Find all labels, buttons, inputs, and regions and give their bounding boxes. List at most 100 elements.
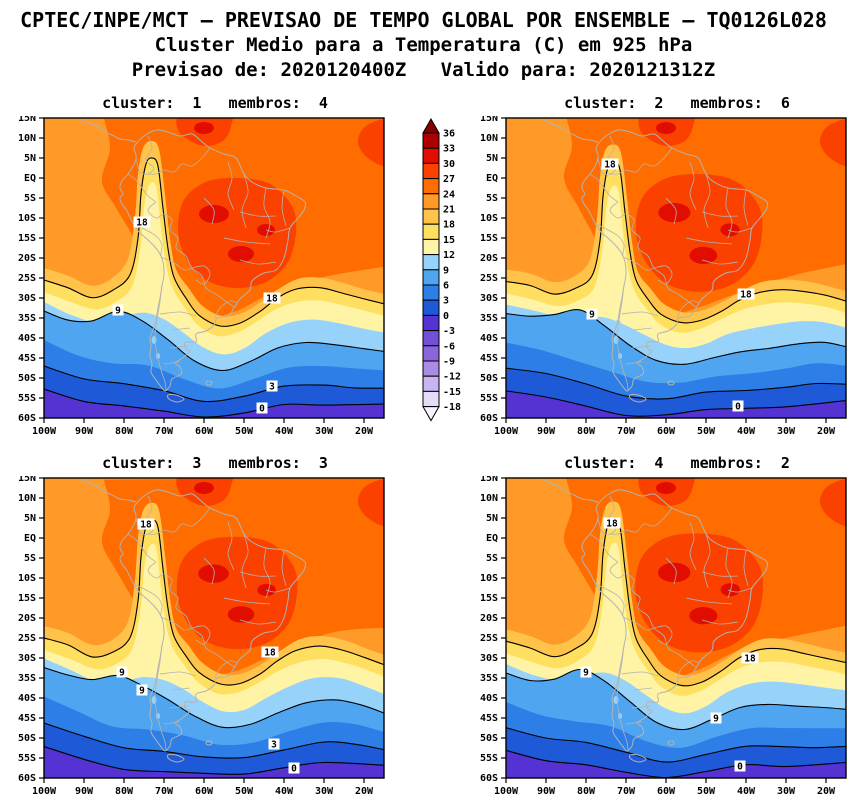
svg-text:40W: 40W — [737, 786, 756, 797]
svg-text:100W: 100W — [32, 786, 57, 797]
svg-text:15N: 15N — [480, 116, 498, 124]
svg-text:20W: 20W — [355, 426, 374, 437]
panel-title-cluster-3: cluster: 3 membros: 3 — [102, 454, 328, 472]
svg-text:35S: 35S — [480, 673, 498, 684]
map-cluster-4: 15N 10N 5N EQ 5S 10S 15S 20S 25S 30S 35S 40S 45S 50S 5… — [480, 476, 847, 797]
svg-text:90W: 90W — [75, 426, 94, 437]
colorbar: 36 33 30 27 24 21 18 15 12 9 6 3 0 -3 -6 -9 -12 -15 -18 — [385, 90, 462, 440]
map-cluster-1: 15N 10N 5N EQ 5S 10S 15S 20S 25S 30S 35S 40S 45S 50S 5… — [18, 116, 385, 437]
contour-lines — [506, 160, 846, 417]
svg-text:100W: 100W — [494, 426, 519, 437]
coastline — [538, 478, 769, 763]
svg-text:30W: 30W — [777, 786, 796, 797]
svg-text:9: 9 — [583, 667, 589, 678]
svg-text:60S: 60S — [18, 413, 36, 424]
svg-text:35S: 35S — [480, 313, 498, 324]
svg-text:5S: 5S — [486, 193, 498, 204]
svg-text:-3: -3 — [443, 326, 455, 337]
svg-text:18: 18 — [744, 653, 756, 664]
svg-text:5N: 5N — [486, 513, 498, 524]
svg-text:15N: 15N — [18, 116, 36, 124]
svg-text:30S: 30S — [480, 293, 498, 304]
svg-text:18: 18 — [264, 647, 276, 658]
svg-text:15S: 15S — [18, 593, 36, 604]
lon-axis: 100W 90W 80W 70W 60W 50W 40W 30W 20W — [494, 418, 836, 437]
lon-axis: 100W 90W 80W 70W 60W 50W 40W 30W 20W — [494, 778, 836, 797]
svg-text:50W: 50W — [235, 426, 254, 437]
svg-text:90W: 90W — [75, 786, 94, 797]
svg-text:80W: 80W — [577, 426, 596, 437]
svg-text:18: 18 — [606, 518, 618, 529]
svg-text:-6: -6 — [443, 341, 455, 352]
svg-text:-12: -12 — [443, 372, 461, 383]
svg-text:80W: 80W — [115, 426, 134, 437]
svg-text:10S: 10S — [480, 573, 498, 584]
svg-text:9: 9 — [119, 667, 125, 678]
svg-text:3: 3 — [443, 296, 449, 307]
lat-axis: 15N 10N 5N EQ 5S 10S 15S 20S 25S 30S 35S 40S 45S 50S 5… — [480, 476, 506, 784]
svg-text:30W: 30W — [777, 426, 796, 437]
panel-cluster-3: cluster: 3 membros: 3 15N 10N 5N EQ 5S 10S 15S… — [0, 450, 386, 800]
lat-axis: 15N 10N 5N EQ 5S 10S 15S 20S 25S 30S 35S 40S 45S 50S 5… — [480, 116, 506, 424]
svg-text:50W: 50W — [697, 426, 716, 437]
svg-text:20S: 20S — [480, 253, 498, 264]
svg-text:10N: 10N — [18, 133, 36, 144]
svg-text:60S: 60S — [480, 773, 498, 784]
svg-text:55S: 55S — [18, 753, 36, 764]
svg-text:-18: -18 — [443, 402, 461, 413]
svg-text:5S: 5S — [24, 193, 36, 204]
svg-text:100W: 100W — [494, 786, 519, 797]
svg-text:45S: 45S — [480, 353, 498, 364]
contour-lines — [44, 157, 384, 418]
svg-text:70W: 70W — [155, 426, 174, 437]
svg-text:25S: 25S — [480, 273, 498, 284]
coastline — [538, 118, 769, 403]
svg-text:40S: 40S — [18, 693, 36, 704]
lat-axis: 15N 10N 5N EQ 5S 10S 15S 20S 25S 30S 35S 40S 45S 50S 5… — [18, 116, 44, 424]
svg-text:30W: 30W — [315, 426, 334, 437]
svg-text:70W: 70W — [617, 786, 636, 797]
svg-text:10N: 10N — [480, 493, 498, 504]
svg-text:EQ: EQ — [486, 533, 498, 544]
svg-text:15S: 15S — [480, 593, 498, 604]
svg-text:40W: 40W — [275, 426, 294, 437]
svg-text:35S: 35S — [18, 673, 36, 684]
svg-text:5N: 5N — [24, 153, 36, 164]
temperature-field — [44, 118, 384, 418]
panel-title-cluster-2: cluster: 2 membros: 6 — [564, 94, 790, 112]
svg-text:5N: 5N — [486, 153, 498, 164]
svg-text:9: 9 — [589, 309, 595, 320]
map-cluster-2: 15N 10N 5N EQ 5S 10S 15S 20S 25S 30S 35S 40S 45S 50S 5… — [480, 116, 847, 437]
svg-text:18: 18 — [604, 159, 616, 170]
svg-text:40W: 40W — [737, 426, 756, 437]
svg-text:EQ: EQ — [24, 533, 36, 544]
svg-text:15: 15 — [443, 235, 455, 246]
svg-text:15S: 15S — [18, 233, 36, 244]
svg-text:60W: 60W — [195, 786, 214, 797]
chart-subtitle: Cluster Medio para a Temperatura (C) em … — [154, 34, 693, 56]
svg-text:30W: 30W — [315, 786, 334, 797]
coastline — [76, 478, 307, 763]
svg-text:100W: 100W — [32, 426, 57, 437]
contour-lines — [44, 519, 384, 775]
svg-text:5S: 5S — [24, 553, 36, 564]
svg-text:80W: 80W — [115, 786, 134, 797]
svg-text:50W: 50W — [235, 786, 254, 797]
svg-text:0: 0 — [443, 311, 449, 322]
svg-text:-9: -9 — [443, 357, 455, 368]
svg-text:30S: 30S — [480, 653, 498, 664]
map-cluster-3: 15N 10N 5N EQ 5S 10S 15S 20S 25S 30S 35S 40S 45S 50S 5… — [18, 476, 385, 797]
svg-text:0: 0 — [291, 763, 297, 774]
svg-text:60W: 60W — [657, 426, 676, 437]
svg-text:0: 0 — [259, 403, 265, 414]
svg-text:12: 12 — [443, 250, 455, 261]
chart-title: CPTEC/INPE/MCT — PREVISAO DE TEMPO GLOBA… — [20, 8, 827, 32]
panel-cluster-1: cluster: 1 membros: 4 15N 10N 5N EQ 5S 10S 15S… — [0, 90, 386, 440]
panel-title-cluster-1: cluster: 1 membros: 4 — [102, 94, 328, 112]
svg-text:30S: 30S — [18, 293, 36, 304]
svg-text:40W: 40W — [275, 786, 294, 797]
temperature-field — [506, 118, 846, 418]
svg-text:9: 9 — [443, 265, 449, 276]
